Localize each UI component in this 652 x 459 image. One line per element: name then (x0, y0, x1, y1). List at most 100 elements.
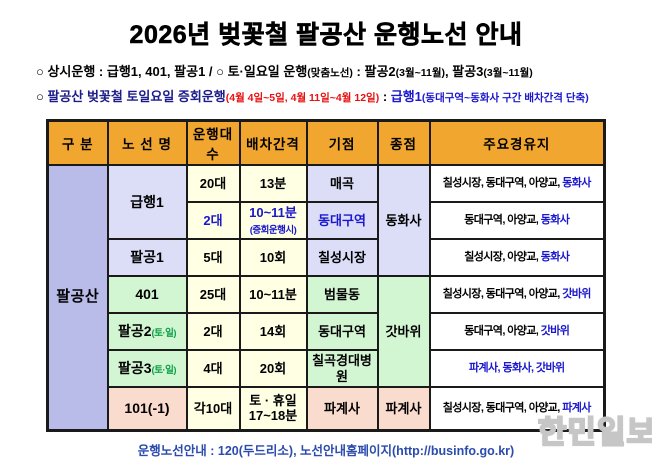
table-body: 팔공산 급행1 20대 13분 매곡 동화사 칠성시장, 동대구역, 아양교, 동화사 2대 1… (46, 164, 606, 431)
text-segment: 범물동 (324, 286, 360, 302)
cell-interval: 14회 (238, 312, 308, 351)
cell-route-name: 팔공1 (106, 238, 188, 277)
text-segment: 동대구역, 아양교, (464, 325, 541, 338)
cell-line: 동대구역, 아양교, 갓바위 (433, 325, 602, 338)
cell-route-name: 급행1 (106, 164, 188, 240)
text-segment: 2대 (203, 212, 223, 228)
text-segment: 2대 (203, 323, 223, 339)
cell-fleet: 5대 (185, 238, 241, 277)
text-segment: 매곡 (330, 175, 354, 191)
cell-division: 팔공산 (46, 164, 109, 431)
cell-terminus: 동화사 (376, 164, 431, 277)
text-segment: 파계사 (324, 400, 360, 416)
cell-line: 매곡 (310, 176, 375, 191)
cell-line: 401 (111, 286, 184, 303)
column-header-interval: 배차간격 (238, 119, 308, 166)
cell-line: 파계사, 동화사, 갓바위 (433, 362, 602, 375)
text-segment: (토·일) (151, 365, 177, 377)
page-title: 2026년 벚꽃철 팔공산 운행노선 안내 (129, 21, 523, 50)
cell-stops: 칠성시장, 동대구역, 아양교, 동화사 (428, 164, 606, 203)
column-header-stops: 주요경유지 (428, 119, 606, 166)
text-segment: 동화사 (562, 177, 591, 190)
cell-line: 파계사 (381, 401, 427, 416)
text-segment: (맞춤노선) (307, 67, 353, 79)
text-segment: 401 (135, 286, 159, 303)
cell-route-name: 401 (106, 275, 188, 314)
text-segment: (동대구역~동화사 구간 배차간격 단축) (421, 92, 589, 104)
cell-stops: 칠성시장, 동대구역, 아양교, 파계사 (428, 386, 606, 431)
cell-line: 팔공3(토·일) (111, 360, 184, 377)
cell-line: 10~11분 (243, 205, 304, 220)
cell-line: 팔공1 (111, 249, 184, 266)
cell-line: 갓바위 (381, 324, 427, 339)
cell-line: 토 · 휴일 (243, 393, 304, 408)
text-segment: 5대 (203, 249, 223, 265)
text-segment: 칠성시장, 아양교, (464, 251, 541, 264)
cell-line: 동대구역 (310, 213, 375, 228)
cell-stops: 동대구역, 아양교, 동화사 (428, 201, 606, 240)
cell-line: 25대 (190, 287, 237, 302)
cell-fleet: 20대 (185, 164, 241, 203)
cell-line: 급행1 (111, 194, 184, 211)
text-segment: 급행1 (130, 193, 164, 210)
cell-origin: 동대구역 (305, 201, 379, 240)
cell-line: 13분 (243, 176, 304, 191)
cell-line: 칠성시장, 동대구역, 아양교, 동화사 (433, 177, 602, 190)
cell-origin: 매곡 (305, 164, 379, 203)
text-segment: 갓바위 (385, 323, 422, 339)
cell-stops: 파계사, 동화사, 갓바위 (428, 349, 606, 388)
cell-line: 파계사 (310, 401, 375, 416)
cell-fleet: 2대 (185, 312, 241, 351)
text-segment: 팔공1 (130, 249, 164, 266)
text-segment: (3월~11월) (395, 67, 446, 79)
cell-origin: 동대구역 (305, 312, 379, 351)
newspaper-watermark: 한민일보 (537, 414, 652, 451)
cell-line: 칠성시장, 동대구역, 아양교, 갓바위 (433, 288, 602, 301)
notices: ○ 상시운행 : 급행1, 401, 팔공1 / ○ 토·일요일 운행(맞춤노선… (36, 60, 652, 110)
text-segment: ○ 상시운행 : 급행1, 401, 팔공1 / ○ 토·일요일 운행 (36, 64, 308, 79)
text-segment: : 팔공2 (352, 64, 396, 79)
cell-route-name: 팔공2(토·일) (106, 312, 188, 351)
cell-route-name: 101(-1) (106, 386, 188, 431)
text-segment: 4대 (203, 360, 223, 376)
cell-line: 10~11분 (243, 287, 304, 302)
cell-line: 2대 (190, 324, 237, 339)
text-segment: , 팔공3 (445, 64, 484, 79)
cell-line: 동화사 (381, 213, 427, 228)
text-segment: 10회 (259, 249, 287, 265)
cell-fleet: 각10대 (185, 386, 241, 431)
text-segment: 10~11분 (249, 205, 297, 221)
text-segment: (토·일) (151, 328, 177, 340)
cell-line: 4대 (190, 361, 237, 376)
text-segment: : (379, 89, 391, 104)
cell-interval: 13분 (238, 164, 308, 203)
cell-stops: 칠성시장, 아양교, 동화사 (428, 238, 606, 277)
cell-line: 10회 (243, 250, 304, 265)
column-header-terminus: 종점 (376, 119, 431, 166)
text-segment: 파계사, 동화사, 갓바위 (468, 362, 565, 375)
text-segment: (3월~11월) (483, 67, 533, 79)
cell-line: 14회 (243, 324, 304, 339)
text-segment: 팔공산 (56, 288, 100, 306)
cell-route-name: 팔공3(토·일) (106, 349, 188, 388)
cell-line: 2대 (190, 213, 237, 228)
cell-line: (증회운행시) (243, 221, 304, 236)
cell-origin: 칠성시장 (305, 238, 379, 277)
cell-terminus: 파계사 (376, 386, 431, 431)
cell-line: 20회 (243, 361, 304, 376)
text-segment: 10~11분 (249, 286, 297, 302)
cell-line: 범물동 (310, 287, 375, 302)
text-segment: 동대구역 (318, 212, 366, 228)
text-segment: 칠곡경대병원 (312, 353, 372, 384)
cell-fleet: 2대 (185, 201, 241, 240)
text-segment: 20대 (199, 175, 227, 191)
text-segment: 급행1 (390, 89, 422, 104)
table-row: 101(-1) 각10대 토 · 휴일 17~18분 파계사 파계사 칠성시장, 동대구역,… (48, 386, 606, 431)
cell-line: 동대구역, 아양교, 동화사 (433, 214, 602, 227)
text-segment: 칠성시장, 동대구역, 아양교, (442, 401, 563, 414)
text-segment: 칠성시장 (318, 249, 366, 265)
